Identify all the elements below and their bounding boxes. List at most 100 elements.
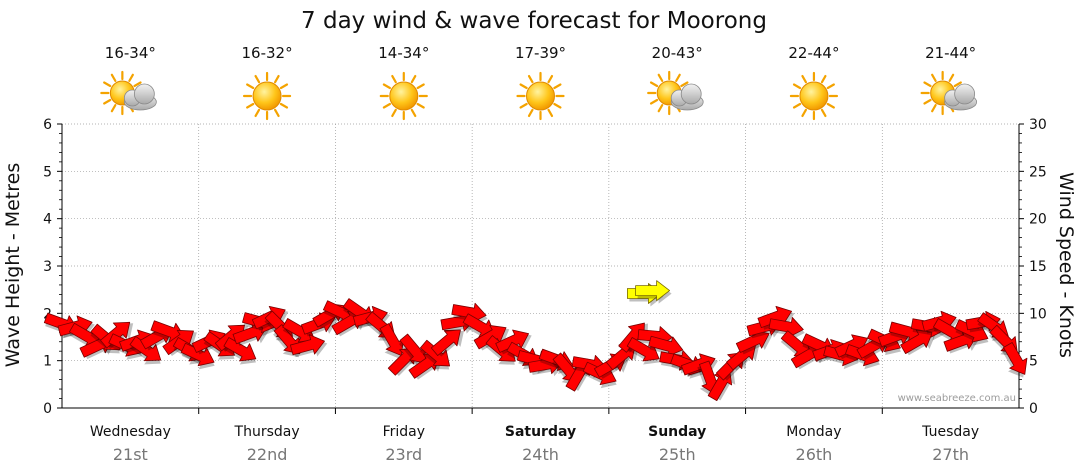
day-temp-range: 16-32° — [242, 44, 293, 62]
left-axis-ticks: 0123456 — [43, 117, 62, 417]
cloud-puff — [680, 83, 702, 105]
wind-arrow-body — [768, 317, 804, 338]
wind-arrow — [398, 333, 427, 367]
wind-arrow — [1001, 342, 1028, 378]
sun-ray — [416, 83, 425, 90]
sun-ray — [103, 98, 112, 105]
wind-arrow-body — [379, 323, 404, 356]
sun-disc — [252, 81, 282, 111]
sun-ray — [820, 108, 827, 118]
sun-ray — [519, 83, 528, 90]
sun-ray — [519, 102, 528, 109]
y-axis-right-label: Wind Speed - Knots — [1055, 172, 1077, 358]
wind-arrow-body — [495, 329, 530, 353]
sun-ray — [931, 104, 937, 113]
highlight-arrow — [635, 280, 672, 304]
wind-arrow — [180, 342, 215, 370]
sun-disc — [389, 81, 419, 111]
wind-arrow-body — [223, 337, 257, 362]
sun-ray — [931, 73, 937, 82]
sunny-icon — [379, 71, 428, 121]
left-tick-label: 1 — [43, 354, 52, 370]
day-temp-range: 14-34° — [378, 44, 429, 62]
sun-ray — [254, 74, 261, 84]
sun-ray — [391, 74, 397, 84]
sun-ray — [416, 102, 425, 109]
right-tick-label: 10 — [1029, 306, 1047, 322]
sun-ray — [110, 104, 117, 113]
partly-cloudy-icon — [647, 70, 704, 116]
sun-ray — [657, 104, 664, 113]
day-name: Tuesday — [921, 424, 979, 440]
wind-arrow-body — [399, 333, 427, 364]
cloud-puff — [133, 83, 155, 105]
grid — [62, 123, 1019, 408]
wind-arrow — [223, 337, 257, 365]
day-temp-range: 22-44° — [788, 44, 839, 62]
sun-ray — [657, 73, 664, 82]
wind-arrow-body — [451, 302, 487, 324]
sun-ray — [826, 83, 835, 90]
right-tick-label: 20 — [1029, 212, 1047, 228]
chart-title: 7 day wind & wave forecast for Moorong — [301, 8, 767, 34]
sun-ray — [923, 81, 932, 88]
sun-ray — [273, 108, 280, 118]
sun-ray — [801, 108, 808, 118]
wind-arrow-body — [289, 334, 325, 356]
sun-ray — [649, 81, 659, 88]
sun-ray — [103, 81, 112, 88]
sunny-icon — [789, 71, 839, 121]
left-tick-label: 3 — [43, 259, 52, 275]
sun-ray — [410, 108, 417, 118]
sun-ray — [547, 108, 554, 118]
left-tick-label: 5 — [43, 164, 52, 180]
sun-ray — [826, 102, 835, 109]
wind-arrow — [430, 329, 464, 357]
wind-arrow — [495, 329, 532, 355]
sun-ray — [254, 108, 261, 118]
wind-arrow-body — [430, 329, 461, 356]
wind-arrow-body — [473, 325, 507, 350]
sun-ray — [110, 73, 117, 82]
wind-arrow — [900, 329, 936, 356]
left-tick-label: 6 — [43, 117, 52, 133]
sun-ray — [391, 108, 397, 118]
day-temp-range: 17-39° — [515, 44, 566, 62]
sun-ray — [680, 81, 689, 88]
day-date: 25th — [659, 445, 696, 464]
day-labels-row: Wednesday 21st Thursday 22nd Friday 23rd Satur… — [90, 424, 979, 464]
day-temp-range: 20-43° — [652, 44, 703, 62]
day-temp-range: 21-44° — [925, 44, 976, 62]
day-date: 24th — [522, 445, 559, 464]
sun-ray — [527, 108, 534, 118]
right-tick-label: 5 — [1029, 354, 1038, 370]
wind-arrow — [626, 337, 660, 365]
sun-disc — [799, 81, 829, 111]
wind-arrow — [378, 323, 404, 359]
sun-ray — [382, 102, 392, 109]
sun-ray — [133, 81, 142, 88]
highlight-arrows — [627, 280, 672, 307]
day-temp-range: 16-34° — [105, 44, 156, 62]
day-name: Friday — [383, 424, 425, 440]
wind-arrow-body — [1003, 342, 1028, 375]
sun-ray — [382, 83, 392, 90]
day-date: 22nd — [247, 445, 288, 464]
wind-arrow-body — [180, 342, 215, 367]
sun-ray — [246, 83, 255, 90]
sun-ray — [953, 81, 962, 88]
wind-arrow-body — [900, 329, 933, 355]
sun-ray — [273, 74, 280, 84]
left-tick-label: 4 — [43, 212, 52, 228]
sun-ray — [801, 74, 808, 84]
sun-ray — [923, 98, 932, 105]
day-name: Saturday — [505, 424, 576, 440]
sun-ray — [547, 74, 554, 84]
day-date: 27th — [932, 445, 969, 464]
sun-ray — [675, 73, 681, 82]
sun-ray — [792, 102, 802, 109]
sunny-icon — [242, 71, 292, 121]
sun-ray — [948, 73, 955, 82]
wind-arrow-body — [648, 335, 684, 357]
